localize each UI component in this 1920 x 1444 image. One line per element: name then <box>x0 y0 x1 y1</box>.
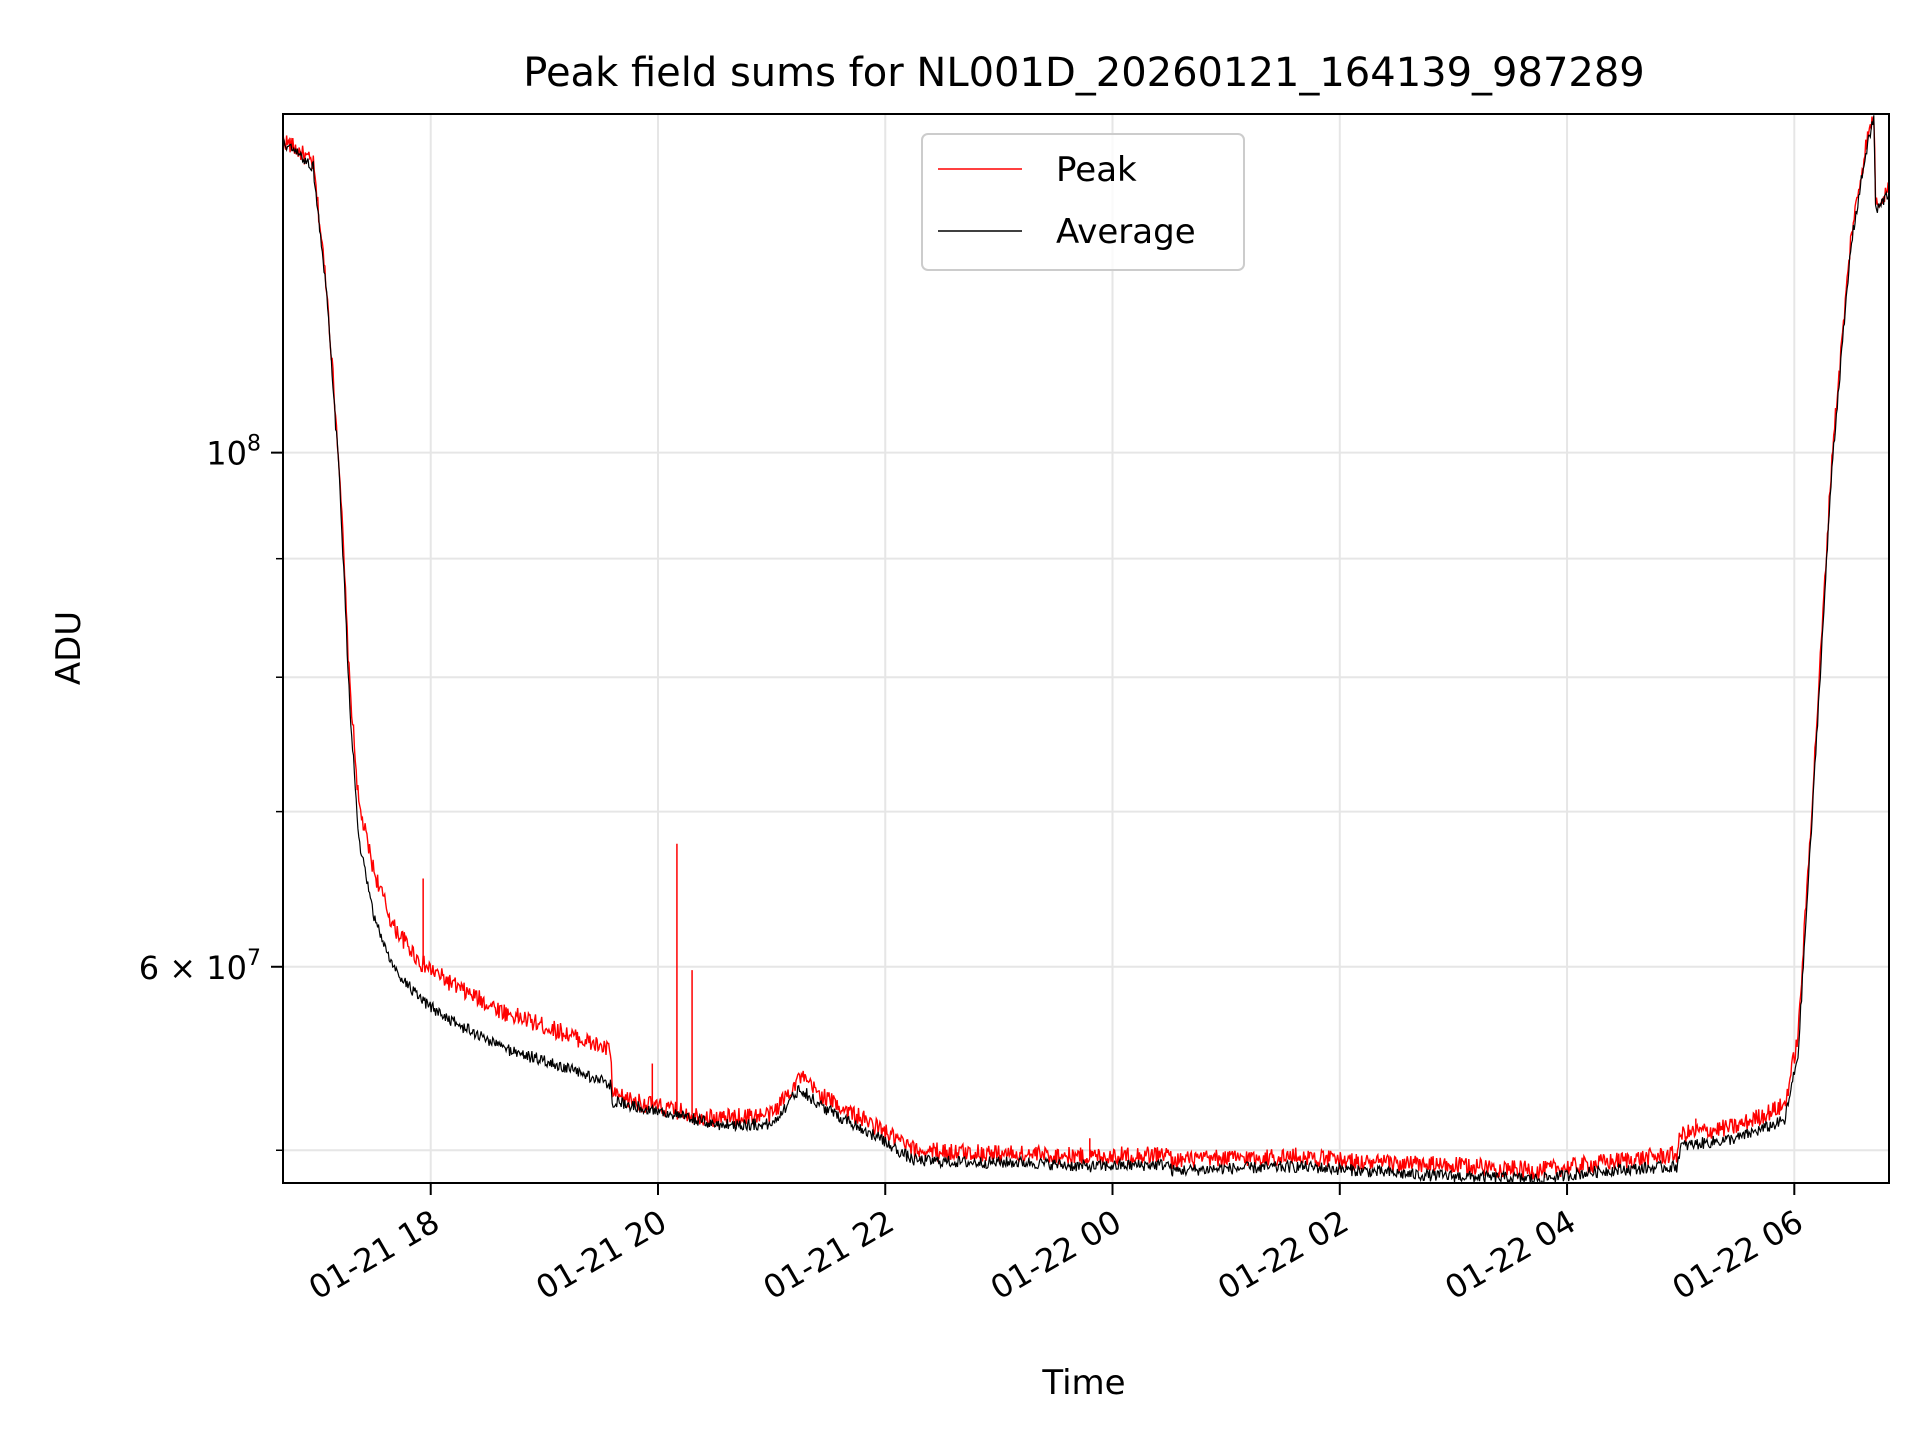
y-tick-label: 108 <box>206 432 261 473</box>
legend-label-average: Average <box>1056 212 1196 252</box>
y-tick-label-base: 6 × 10 <box>139 949 247 987</box>
y-tick-label-exponent: 8 <box>247 432 261 457</box>
x-axis-label: Time <box>1041 1363 1125 1403</box>
chart-title: Peak field sums for NL001D_20260121_1641… <box>523 50 1644 96</box>
plot-area <box>282 113 1890 1184</box>
plot-frame <box>282 113 1890 1184</box>
y-tick-label: 6 × 107 <box>139 946 261 987</box>
y-tick-label-exponent: 7 <box>247 946 261 971</box>
legend: Peak Average <box>921 133 1245 271</box>
legend-label-peak: Peak <box>1056 150 1137 190</box>
series-layer <box>283 115 1889 1183</box>
y-axis-label: ADU <box>49 611 89 685</box>
series-line-average <box>283 115 1889 1183</box>
y-tick-label-base: 10 <box>206 435 247 473</box>
legend-box <box>921 133 1245 271</box>
series-line-peak <box>283 116 1889 1180</box>
grid-lines <box>283 114 1889 1183</box>
